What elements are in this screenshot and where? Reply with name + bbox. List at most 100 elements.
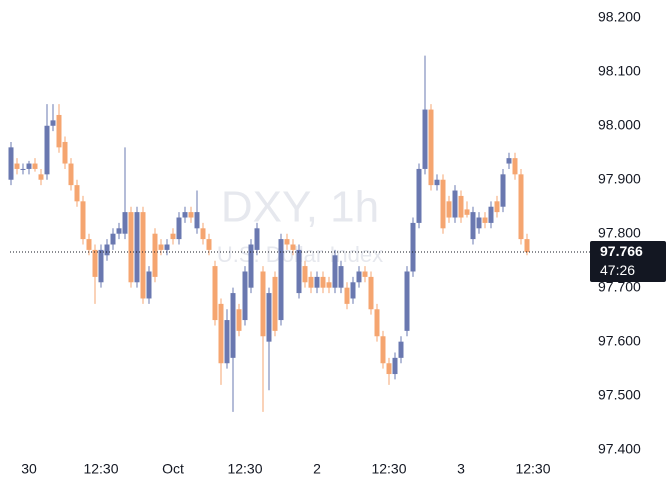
candle-body <box>392 357 398 375</box>
candle-body <box>500 174 506 207</box>
candle-body <box>80 201 86 240</box>
candle-body <box>110 233 116 245</box>
candle-body <box>56 114 62 148</box>
candle-body <box>44 125 50 175</box>
x-tick-label: 2 <box>313 461 321 477</box>
candle-body <box>182 212 188 218</box>
candle-body <box>512 158 518 175</box>
candle-body <box>176 217 182 240</box>
candle-body <box>224 320 230 364</box>
candle-body <box>326 282 332 288</box>
candle-body <box>164 244 170 250</box>
candle-body <box>386 363 392 375</box>
candle-body <box>194 212 200 229</box>
candle-body <box>356 271 362 283</box>
candle-body <box>296 249 302 294</box>
last-price-label: 97.766 <box>600 243 643 259</box>
candle-body <box>368 276 374 310</box>
x-tick-label: 12:30 <box>227 461 262 477</box>
x-tick-label: 12:30 <box>371 461 406 477</box>
candle-body <box>464 209 470 215</box>
candle-body <box>248 244 254 288</box>
candle-body <box>68 163 74 186</box>
candle-body <box>362 271 368 277</box>
candle-body <box>398 341 404 358</box>
candle-body <box>260 271 266 337</box>
candle-body <box>332 255 338 288</box>
candle-body <box>416 168 422 223</box>
candle-body <box>14 163 20 169</box>
candle-body <box>200 228 206 240</box>
y-tick-label: 97.900 <box>598 170 641 186</box>
candle-body <box>410 222 416 272</box>
x-tick-label: 12:30 <box>83 461 118 477</box>
countdown-label: 47:26 <box>600 262 635 278</box>
y-tick-label: 97.800 <box>598 224 641 240</box>
x-tick-label: 12:30 <box>515 461 550 477</box>
watermark: DXY, 1h <box>221 183 379 232</box>
candle-body <box>8 147 14 180</box>
y-tick-label: 98.100 <box>598 62 641 78</box>
candle-body <box>32 163 38 169</box>
candle-body <box>266 293 272 342</box>
y-tick-label: 97.400 <box>598 440 641 456</box>
candle-body <box>494 201 500 213</box>
y-tick-label: 97.600 <box>598 332 641 348</box>
candle-body <box>74 185 80 202</box>
y-tick-label: 97.500 <box>598 386 641 402</box>
candle-body <box>236 309 242 331</box>
candle-body <box>446 201 452 218</box>
candle-body <box>170 233 176 240</box>
candle-body <box>86 239 92 250</box>
candle-body <box>128 212 134 283</box>
last-price-tag <box>590 241 666 283</box>
candle-body <box>506 158 512 164</box>
x-tick-label: 30 <box>21 461 37 477</box>
candle-body <box>20 168 26 170</box>
candle-body <box>92 249 98 277</box>
y-tick-label: 97.700 <box>598 278 641 294</box>
candle-body <box>428 109 434 186</box>
candle-body <box>212 266 218 321</box>
candle-body <box>524 239 530 253</box>
candle-body <box>320 276 326 288</box>
candle-body <box>290 244 296 250</box>
candle-body <box>422 109 428 169</box>
candle-body <box>218 303 224 364</box>
x-tick-label: 3 <box>457 461 465 477</box>
candle-body <box>62 141 68 164</box>
candle-body <box>338 266 344 288</box>
candle-body <box>440 179 446 229</box>
candle-body <box>458 195 464 218</box>
candle-body <box>230 293 236 358</box>
candle-body <box>470 212 476 240</box>
candle-body <box>278 239 284 321</box>
candle-body <box>344 287 350 304</box>
candle-body <box>308 276 314 288</box>
candle-body <box>374 309 380 337</box>
candle-body <box>452 190 458 218</box>
candle-body <box>38 174 44 180</box>
candle-body <box>146 271 152 299</box>
candle-body <box>122 212 128 234</box>
candle-body <box>518 174 524 240</box>
candle-body <box>272 276 278 331</box>
candle-body <box>188 212 194 218</box>
candle-body <box>488 206 494 223</box>
candle-body <box>404 271 410 331</box>
candle-body <box>380 336 386 364</box>
candle-body <box>314 276 320 288</box>
candle-body <box>350 282 356 299</box>
candle-body <box>104 244 110 256</box>
candle-body <box>140 212 146 299</box>
candle-body <box>206 239 212 250</box>
candle-body <box>476 217 482 229</box>
candle-body <box>134 212 140 283</box>
candle-body <box>302 266 308 283</box>
y-tick-label: 98.200 <box>598 9 641 25</box>
candle-body <box>50 120 56 126</box>
candle-body <box>434 179 440 186</box>
candle-body <box>158 244 164 250</box>
candle-body <box>482 217 488 223</box>
